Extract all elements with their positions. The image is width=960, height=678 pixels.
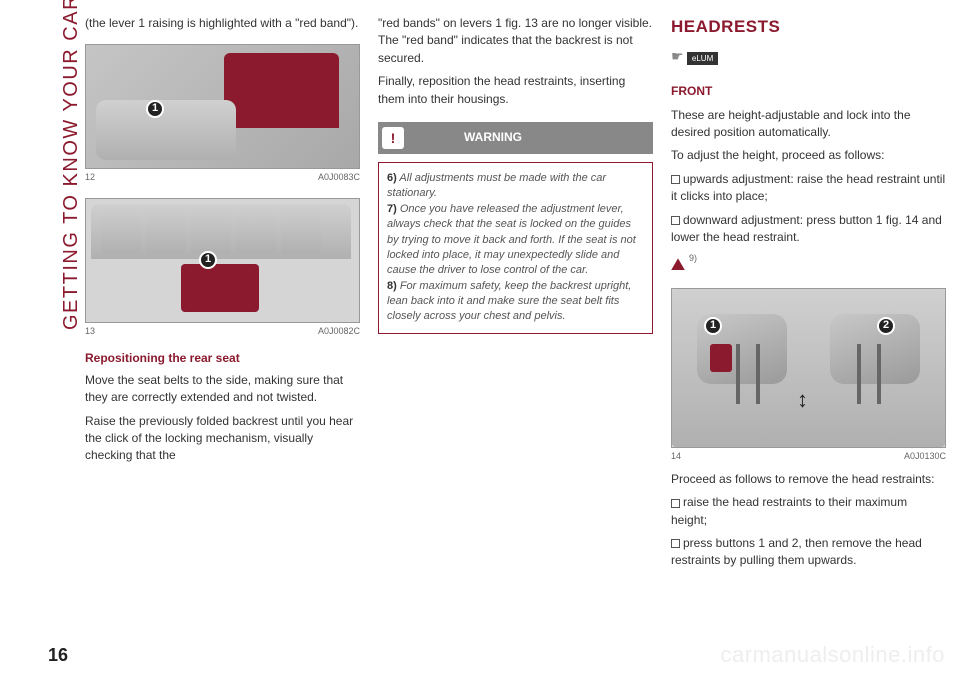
warning-triangle-icon: [671, 258, 685, 270]
manual-page: GETTING TO KNOW YOUR CAR (the lever 1 ra…: [0, 0, 960, 678]
subheading: Repositioning the rear seat: [85, 350, 360, 367]
bullet-item: downward adjustment: press button 1 fig.…: [671, 212, 946, 247]
watermark: carmanualsonline.info: [720, 642, 945, 668]
figure-14-caption: 14 A0J0130C: [671, 450, 946, 463]
paragraph: To adjust the height, proceed as follows…: [671, 147, 946, 164]
section-heading: HEADRESTS: [671, 15, 946, 40]
paragraph: "red bands" on levers 1 fig. 13 are no l…: [378, 15, 653, 67]
paragraph: Finally, reposition the head restraints,…: [378, 73, 653, 108]
column-3: HEADRESTS ☛ eLUM FRONT These are height-…: [671, 15, 946, 638]
paragraph: Move the seat belts to the side, making …: [85, 372, 360, 407]
paragraph: Proceed as follows to remove the head re…: [671, 471, 946, 488]
column-2: "red bands" on levers 1 fig. 13 are no l…: [378, 15, 653, 638]
bullet-item: upwards adjustment: raise the head restr…: [671, 171, 946, 206]
elum-badge: eLUM: [687, 52, 718, 66]
bullet-item: raise the head restraints to their maxim…: [671, 494, 946, 529]
paragraph: Raise the previously folded backrest unt…: [85, 413, 360, 465]
warning-header: ! WARNING: [378, 122, 653, 154]
figure-12: 1: [85, 44, 360, 169]
figure-marker-1: 1: [704, 317, 722, 335]
warning-box: 6) All adjustments must be made with the…: [378, 162, 653, 334]
paragraph: These are height-adjustable and lock int…: [671, 107, 946, 142]
figure-13-caption: 13 A0J0082C: [85, 325, 360, 338]
figure-14: 1 2 ↕: [671, 288, 946, 448]
paragraph: (the lever 1 raising is highlighted with…: [85, 15, 360, 32]
figure-12-caption: 12 A0J0083C: [85, 171, 360, 184]
figure-marker-2: 2: [877, 317, 895, 335]
elum-row: ☛ eLUM: [671, 46, 946, 74]
warning-icon: !: [382, 127, 404, 149]
page-number: 16: [48, 645, 68, 666]
note-row: 9): [671, 252, 946, 281]
section-title-vertical: GETTING TO KNOW YOUR CAR: [60, 0, 83, 330]
column-1: (the lever 1 raising is highlighted with…: [85, 15, 360, 638]
front-heading: FRONT: [671, 83, 946, 100]
content-columns: (the lever 1 raising is highlighted with…: [85, 15, 930, 638]
bullet-item: press buttons 1 and 2, then remove the h…: [671, 535, 946, 570]
figure-13: 1: [85, 198, 360, 323]
